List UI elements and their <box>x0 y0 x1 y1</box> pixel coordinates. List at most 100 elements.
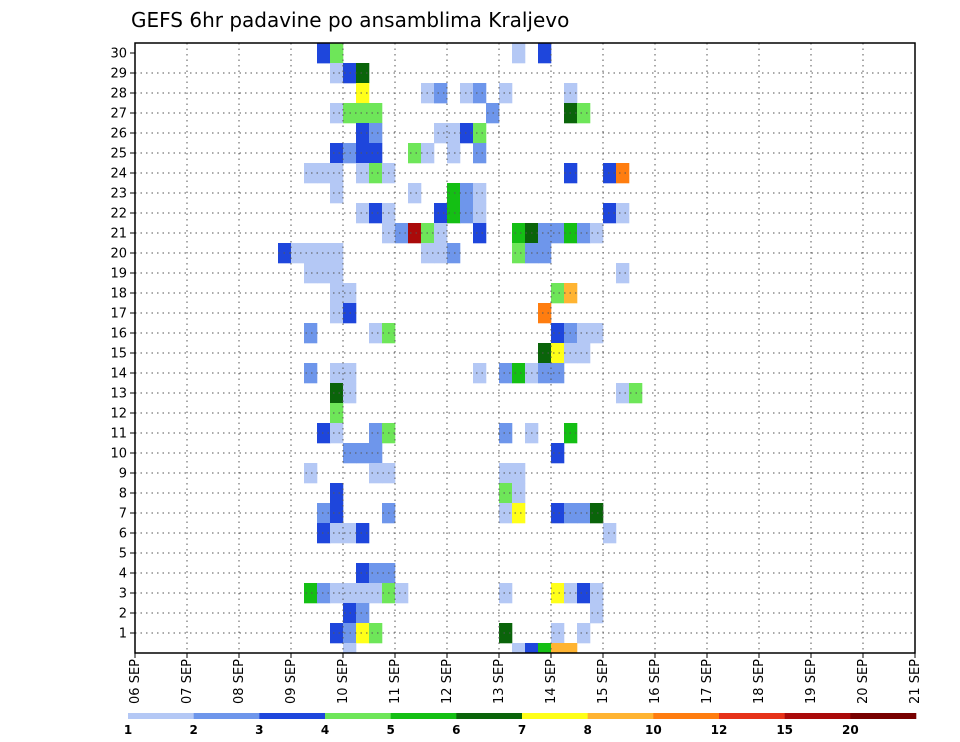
heatmap-cell <box>551 503 565 524</box>
heatmap-cell <box>369 583 383 604</box>
heatmap-cell <box>356 143 370 164</box>
x-tick-label: 15 SEP <box>596 659 611 704</box>
heatmap-cell <box>317 263 331 284</box>
heatmap-cell <box>330 483 344 504</box>
x-tick-label: 21 SEP <box>908 659 923 704</box>
y-tick-label: 26 <box>110 127 127 142</box>
heatmap-cell <box>590 503 604 524</box>
heatmap-cell <box>616 263 630 284</box>
y-tick-label: 25 <box>110 147 127 162</box>
heatmap-cell <box>317 243 331 264</box>
heatmap-cell <box>473 223 487 244</box>
y-tick-label: 2 <box>119 607 127 622</box>
heatmap-cell <box>330 143 344 164</box>
heatmap-cell <box>512 463 526 484</box>
heatmap-cell <box>330 423 344 444</box>
heatmap-cell <box>317 43 331 64</box>
y-tick-label: 5 <box>119 547 127 562</box>
heatmap-cell <box>551 363 565 384</box>
legend-swatch <box>259 713 326 719</box>
heatmap-cell <box>590 583 604 604</box>
color-legend: 1 2 3 4 5 6 7 8 10 12 15 20 <box>124 713 917 737</box>
heatmap-cell <box>356 103 370 124</box>
heatmap-cell <box>330 503 344 524</box>
heatmap-cell <box>408 143 422 164</box>
legend-swatch <box>587 713 654 719</box>
heatmap-cell <box>330 363 344 384</box>
heatmap-cell <box>512 503 526 524</box>
heatmap-cell <box>304 263 318 284</box>
legend-label: 3 <box>255 723 263 737</box>
heatmap-cell <box>577 583 591 604</box>
x-axis: 06 SEP 07 SEP 08 SEP 09 SEP 10 SEP 11 SEP 12 S… <box>128 653 923 704</box>
x-tick-label: 09 SEP <box>284 659 299 704</box>
x-tick-label: 20 SEP <box>856 659 871 704</box>
x-tick-label: 11 SEP <box>388 659 403 704</box>
heatmap-cell <box>499 423 513 444</box>
legend-label: 2 <box>189 723 197 737</box>
legend-label: 4 <box>321 723 329 737</box>
heatmap-cell <box>538 223 552 244</box>
legend-swatch <box>653 713 720 719</box>
heatmap-cell <box>317 583 331 604</box>
y-tick-label: 10 <box>110 447 127 462</box>
heatmap-cell <box>304 363 318 384</box>
heatmap-cell <box>317 503 331 524</box>
heatmap-cell <box>356 623 370 644</box>
heatmap-cell <box>330 523 344 544</box>
heatmap-cell <box>473 123 487 144</box>
heatmap-cell <box>369 623 383 644</box>
heatmap-cell <box>499 363 513 384</box>
y-tick-label: 20 <box>110 247 127 262</box>
heatmap-cell <box>317 523 331 544</box>
legend-label: 7 <box>518 723 526 737</box>
heatmap-cell <box>551 323 565 344</box>
y-tick-label: 13 <box>110 387 127 402</box>
heatmap-cell <box>473 203 487 224</box>
heatmap-cell <box>603 523 617 544</box>
heatmap-cell <box>577 323 591 344</box>
heatmap-cell <box>434 83 448 104</box>
heatmap-cell <box>395 223 409 244</box>
heatmap-cell <box>512 243 526 264</box>
x-tick-label: 12 SEP <box>440 659 455 704</box>
y-tick-label: 29 <box>110 67 127 82</box>
heatmap-cell <box>369 323 383 344</box>
heatmap-cell <box>538 363 552 384</box>
x-tick-label: 08 SEP <box>232 659 247 704</box>
heatmap-cell <box>473 143 487 164</box>
legend-swatch <box>850 713 917 719</box>
heatmap-cell <box>356 163 370 184</box>
chart-title: GEFS 6hr padavine po ansamblima Kraljevo <box>131 8 569 32</box>
heatmap-cell <box>330 583 344 604</box>
heatmap-cell <box>369 423 383 444</box>
heatmap-cell <box>356 603 370 624</box>
heatmap-cell <box>499 503 513 524</box>
heatmap-cell <box>512 223 526 244</box>
heatmap-cells <box>278 43 643 654</box>
heatmap-cell <box>408 223 422 244</box>
heatmap-cell <box>564 643 578 654</box>
x-tick-label: 06 SEP <box>128 659 143 704</box>
heatmap-cell <box>356 63 370 84</box>
heatmap-cell <box>330 383 344 404</box>
heatmap-cell <box>447 183 461 204</box>
heatmap-cell <box>499 463 513 484</box>
heatmap-cell <box>330 183 344 204</box>
heatmap-cell <box>590 223 604 244</box>
x-tick-label: 13 SEP <box>492 659 507 704</box>
legend-swatch <box>456 713 523 719</box>
heatmap-cell <box>369 163 383 184</box>
heatmap-cell <box>603 203 617 224</box>
heatmap-cell <box>512 363 526 384</box>
heatmap-cell <box>603 163 617 184</box>
y-tick-label: 11 <box>110 427 127 442</box>
heatmap-cell <box>512 43 526 64</box>
heatmap-cell <box>369 563 383 584</box>
legend-label: 12 <box>711 723 728 737</box>
legend-swatch <box>719 713 785 719</box>
heatmap-cell <box>538 243 552 264</box>
y-tick-label: 22 <box>110 207 127 222</box>
heatmap-cell <box>434 203 448 224</box>
